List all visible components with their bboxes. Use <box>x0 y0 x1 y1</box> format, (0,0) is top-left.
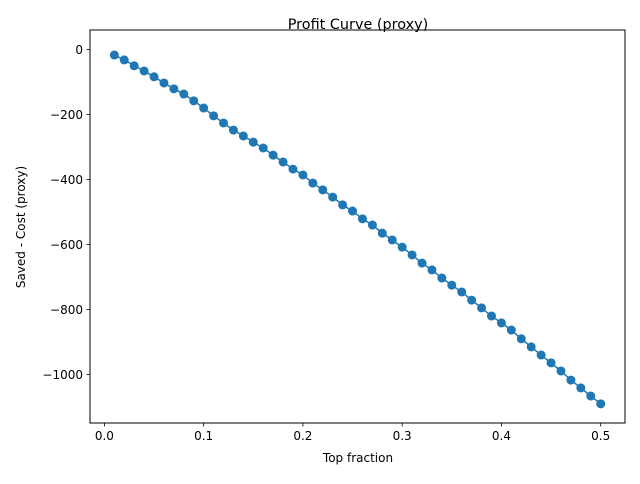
y-tick-label: −1000 <box>42 368 83 382</box>
data-point <box>219 118 229 128</box>
data-point <box>526 342 536 352</box>
data-point <box>596 399 606 409</box>
data-point <box>536 350 546 360</box>
data-point <box>367 220 377 230</box>
data-point <box>179 89 189 99</box>
data-point <box>457 287 467 297</box>
y-tick-label: −600 <box>50 238 83 252</box>
data-point <box>248 137 258 147</box>
data-point <box>199 103 209 113</box>
data-point <box>139 66 149 76</box>
data-point <box>506 325 516 335</box>
x-tick-label: 0.3 <box>393 429 412 443</box>
data-point <box>516 334 526 344</box>
x-tick-label: 0.0 <box>95 429 114 443</box>
data-point <box>477 303 487 313</box>
data-point <box>109 50 119 60</box>
data-point <box>228 125 238 135</box>
data-point <box>576 383 586 393</box>
data-point <box>159 78 169 88</box>
data-point <box>586 391 596 401</box>
data-point <box>288 164 298 174</box>
data-point <box>357 214 367 224</box>
y-tick-label: −800 <box>50 303 83 317</box>
data-point <box>238 131 248 141</box>
data-point <box>119 55 129 65</box>
data-point <box>189 96 199 106</box>
data-point <box>338 200 348 210</box>
data-point <box>169 84 179 94</box>
data-point <box>328 192 338 202</box>
data-point <box>209 111 219 121</box>
x-tick-label: 0.4 <box>492 429 511 443</box>
data-point <box>486 311 496 321</box>
data-point <box>407 250 417 260</box>
data-point <box>417 258 427 268</box>
data-point <box>566 375 576 385</box>
data-point <box>278 157 288 167</box>
data-point <box>447 280 457 290</box>
data-point <box>268 150 278 160</box>
data-point <box>258 143 268 153</box>
data-point <box>556 366 566 376</box>
x-tick-label: 0.1 <box>194 429 213 443</box>
y-tick-label: 0 <box>75 43 83 57</box>
x-tick-label: 0.5 <box>591 429 610 443</box>
x-tick-label: 0.2 <box>293 429 312 443</box>
axes-frame <box>89 29 626 424</box>
data-point <box>496 318 506 328</box>
data-point <box>129 61 139 71</box>
data-point <box>467 295 477 305</box>
data-point <box>149 72 159 82</box>
data-point <box>348 206 358 216</box>
data-point <box>427 265 437 275</box>
chart-title: Profit Curve (proxy) <box>288 17 429 33</box>
data-point <box>318 185 328 195</box>
data-point <box>546 358 556 368</box>
data-point <box>437 273 447 283</box>
y-axis-label: Saved - Cost (proxy) <box>14 166 28 288</box>
data-point <box>377 228 387 238</box>
data-point <box>298 170 308 180</box>
data-point <box>397 242 407 252</box>
data-point <box>308 178 318 188</box>
x-axis-label: Top fraction <box>322 451 393 465</box>
data-point <box>387 235 397 245</box>
y-tick-label: −400 <box>50 173 83 187</box>
y-tick-label: −200 <box>50 108 83 122</box>
